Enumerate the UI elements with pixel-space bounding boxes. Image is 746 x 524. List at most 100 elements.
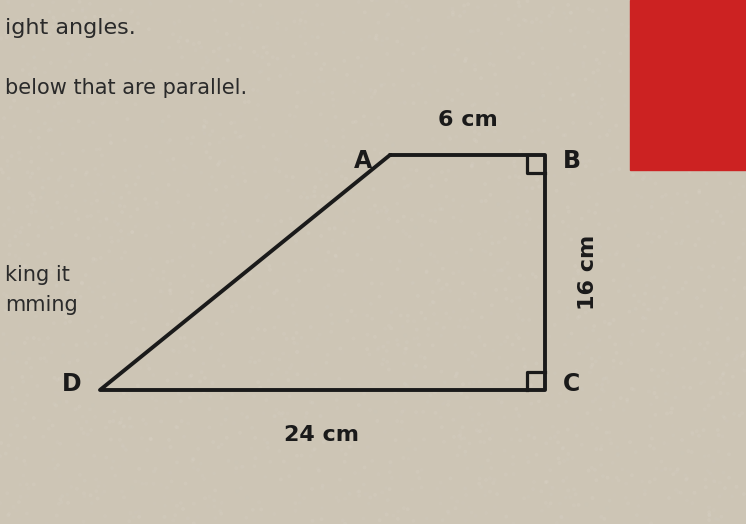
Point: [625, 47, 637, 56]
Point: [129, 317, 141, 325]
Point: [291, 103, 303, 111]
Point: [733, 411, 745, 420]
Point: [316, 65, 327, 73]
Point: [536, 487, 548, 496]
Point: [260, 253, 272, 261]
Point: [92, 282, 104, 291]
Point: [432, 86, 444, 94]
Point: [151, 185, 163, 193]
Point: [210, 287, 222, 295]
Point: [79, 476, 91, 485]
Point: [661, 379, 673, 387]
Point: [326, 319, 338, 328]
Point: [336, 157, 348, 166]
Point: [738, 78, 746, 86]
Point: [545, 0, 557, 8]
Point: [305, 452, 317, 460]
Point: [124, 172, 136, 180]
Point: [290, 258, 302, 267]
Point: [3, 510, 15, 518]
Point: [436, 205, 448, 213]
Point: [172, 383, 184, 391]
Point: [201, 220, 213, 228]
Point: [357, 514, 369, 522]
Point: [25, 119, 37, 128]
Point: [609, 340, 621, 348]
Point: [436, 367, 448, 376]
Point: [175, 499, 186, 507]
Point: [398, 359, 410, 368]
Point: [43, 8, 55, 16]
Point: [57, 341, 69, 349]
Point: [173, 390, 185, 398]
Point: [263, 376, 275, 385]
Point: [154, 451, 166, 459]
Point: [662, 97, 674, 105]
Point: [643, 305, 655, 314]
Point: [591, 424, 603, 432]
Point: [136, 434, 148, 442]
Point: [536, 405, 548, 413]
Point: [486, 239, 498, 247]
Point: [626, 340, 638, 348]
Point: [90, 487, 102, 495]
Point: [468, 100, 480, 108]
Point: [225, 0, 236, 5]
Point: [489, 70, 501, 79]
Point: [519, 215, 531, 223]
Point: [537, 367, 549, 375]
Point: [704, 469, 716, 477]
Point: [286, 361, 298, 369]
Point: [238, 131, 250, 139]
Point: [513, 334, 524, 342]
Point: [327, 265, 339, 274]
Point: [257, 212, 269, 220]
Point: [384, 309, 396, 318]
Point: [460, 451, 471, 459]
Point: [271, 286, 283, 294]
Point: [222, 316, 233, 325]
Point: [54, 173, 66, 181]
Point: [594, 243, 606, 251]
Point: [220, 213, 232, 221]
Point: [413, 16, 424, 24]
Point: [33, 293, 45, 301]
Point: [521, 365, 533, 373]
Point: [78, 147, 90, 155]
Point: [418, 50, 430, 59]
Point: [364, 493, 376, 501]
Point: [667, 144, 679, 152]
Point: [380, 27, 392, 35]
Point: [52, 461, 64, 470]
Point: [485, 250, 497, 258]
Point: [280, 25, 292, 33]
Point: [243, 84, 255, 92]
Point: [199, 104, 211, 112]
Point: [436, 228, 448, 236]
Point: [604, 316, 616, 324]
Point: [508, 44, 520, 52]
Point: [474, 474, 486, 483]
Point: [234, 133, 246, 141]
Point: [466, 348, 478, 357]
Point: [690, 9, 702, 17]
Point: [733, 190, 745, 199]
Point: [19, 461, 31, 469]
Point: [361, 283, 373, 291]
Point: [542, 74, 554, 83]
Point: [443, 87, 455, 95]
Point: [530, 272, 542, 281]
Point: [303, 194, 315, 203]
Point: [188, 464, 200, 472]
Point: [230, 468, 242, 477]
Point: [624, 282, 636, 290]
Point: [374, 40, 386, 49]
Point: [368, 379, 380, 388]
Point: [730, 243, 742, 252]
Point: [26, 333, 38, 342]
Point: [489, 128, 501, 136]
Point: [218, 134, 230, 143]
Point: [733, 75, 745, 83]
Point: [339, 495, 351, 503]
Point: [418, 223, 430, 232]
